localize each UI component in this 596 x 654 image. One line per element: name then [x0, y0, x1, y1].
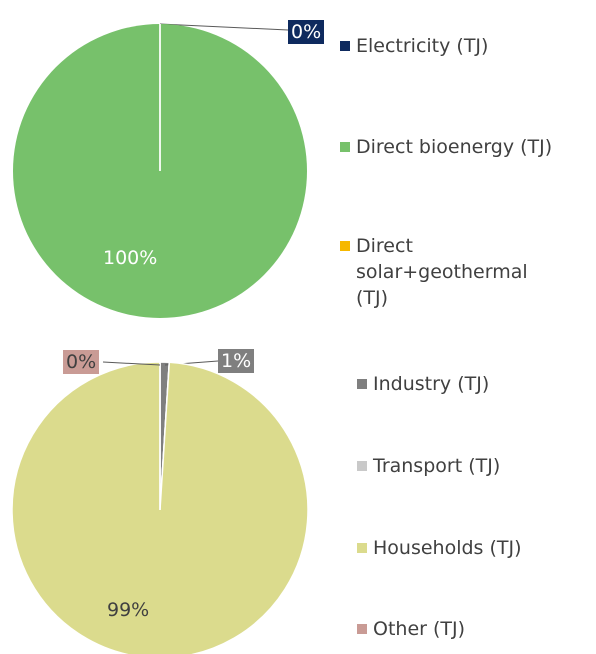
data-label: 0% [63, 350, 100, 374]
legend-label: Direct bioenergy (TJ) [356, 136, 553, 158]
legend-swatch [357, 624, 367, 634]
legend-label: Industry (TJ) [373, 373, 490, 395]
data-label: 99% [107, 599, 150, 621]
legend-item: Industry (TJ) [357, 371, 587, 397]
legend-swatch [340, 41, 350, 51]
legend-swatch [340, 142, 350, 152]
legend-label: Transport (TJ) [373, 455, 501, 477]
legend-item: Other (TJ) [357, 616, 587, 642]
pie-slice [11, 361, 309, 654]
legend-swatch [357, 379, 367, 389]
legend-item: Transport (TJ) [357, 453, 587, 479]
legend-swatch [357, 461, 367, 471]
legend-label: Other (TJ) [373, 618, 466, 640]
leader-line [102, 361, 161, 366]
legend-label: Electricity (TJ) [356, 35, 489, 57]
legend-item: Households (TJ) [357, 535, 587, 561]
legend-item: Direct bioenergy (TJ) [340, 134, 596, 160]
legend-label: Households (TJ) [373, 537, 522, 559]
data-label: 100% [103, 247, 158, 269]
leader-line [159, 23, 289, 31]
data-label: 1% [218, 349, 255, 373]
legend-swatch [340, 241, 350, 251]
data-label: 0% [288, 20, 325, 44]
legend-swatch [357, 543, 367, 553]
legend-item: Direct solar+geothermal (TJ) [340, 233, 540, 311]
legend-item: Electricity (TJ) [340, 33, 590, 59]
legend-label: Direct solar+geothermal (TJ) [356, 235, 528, 309]
